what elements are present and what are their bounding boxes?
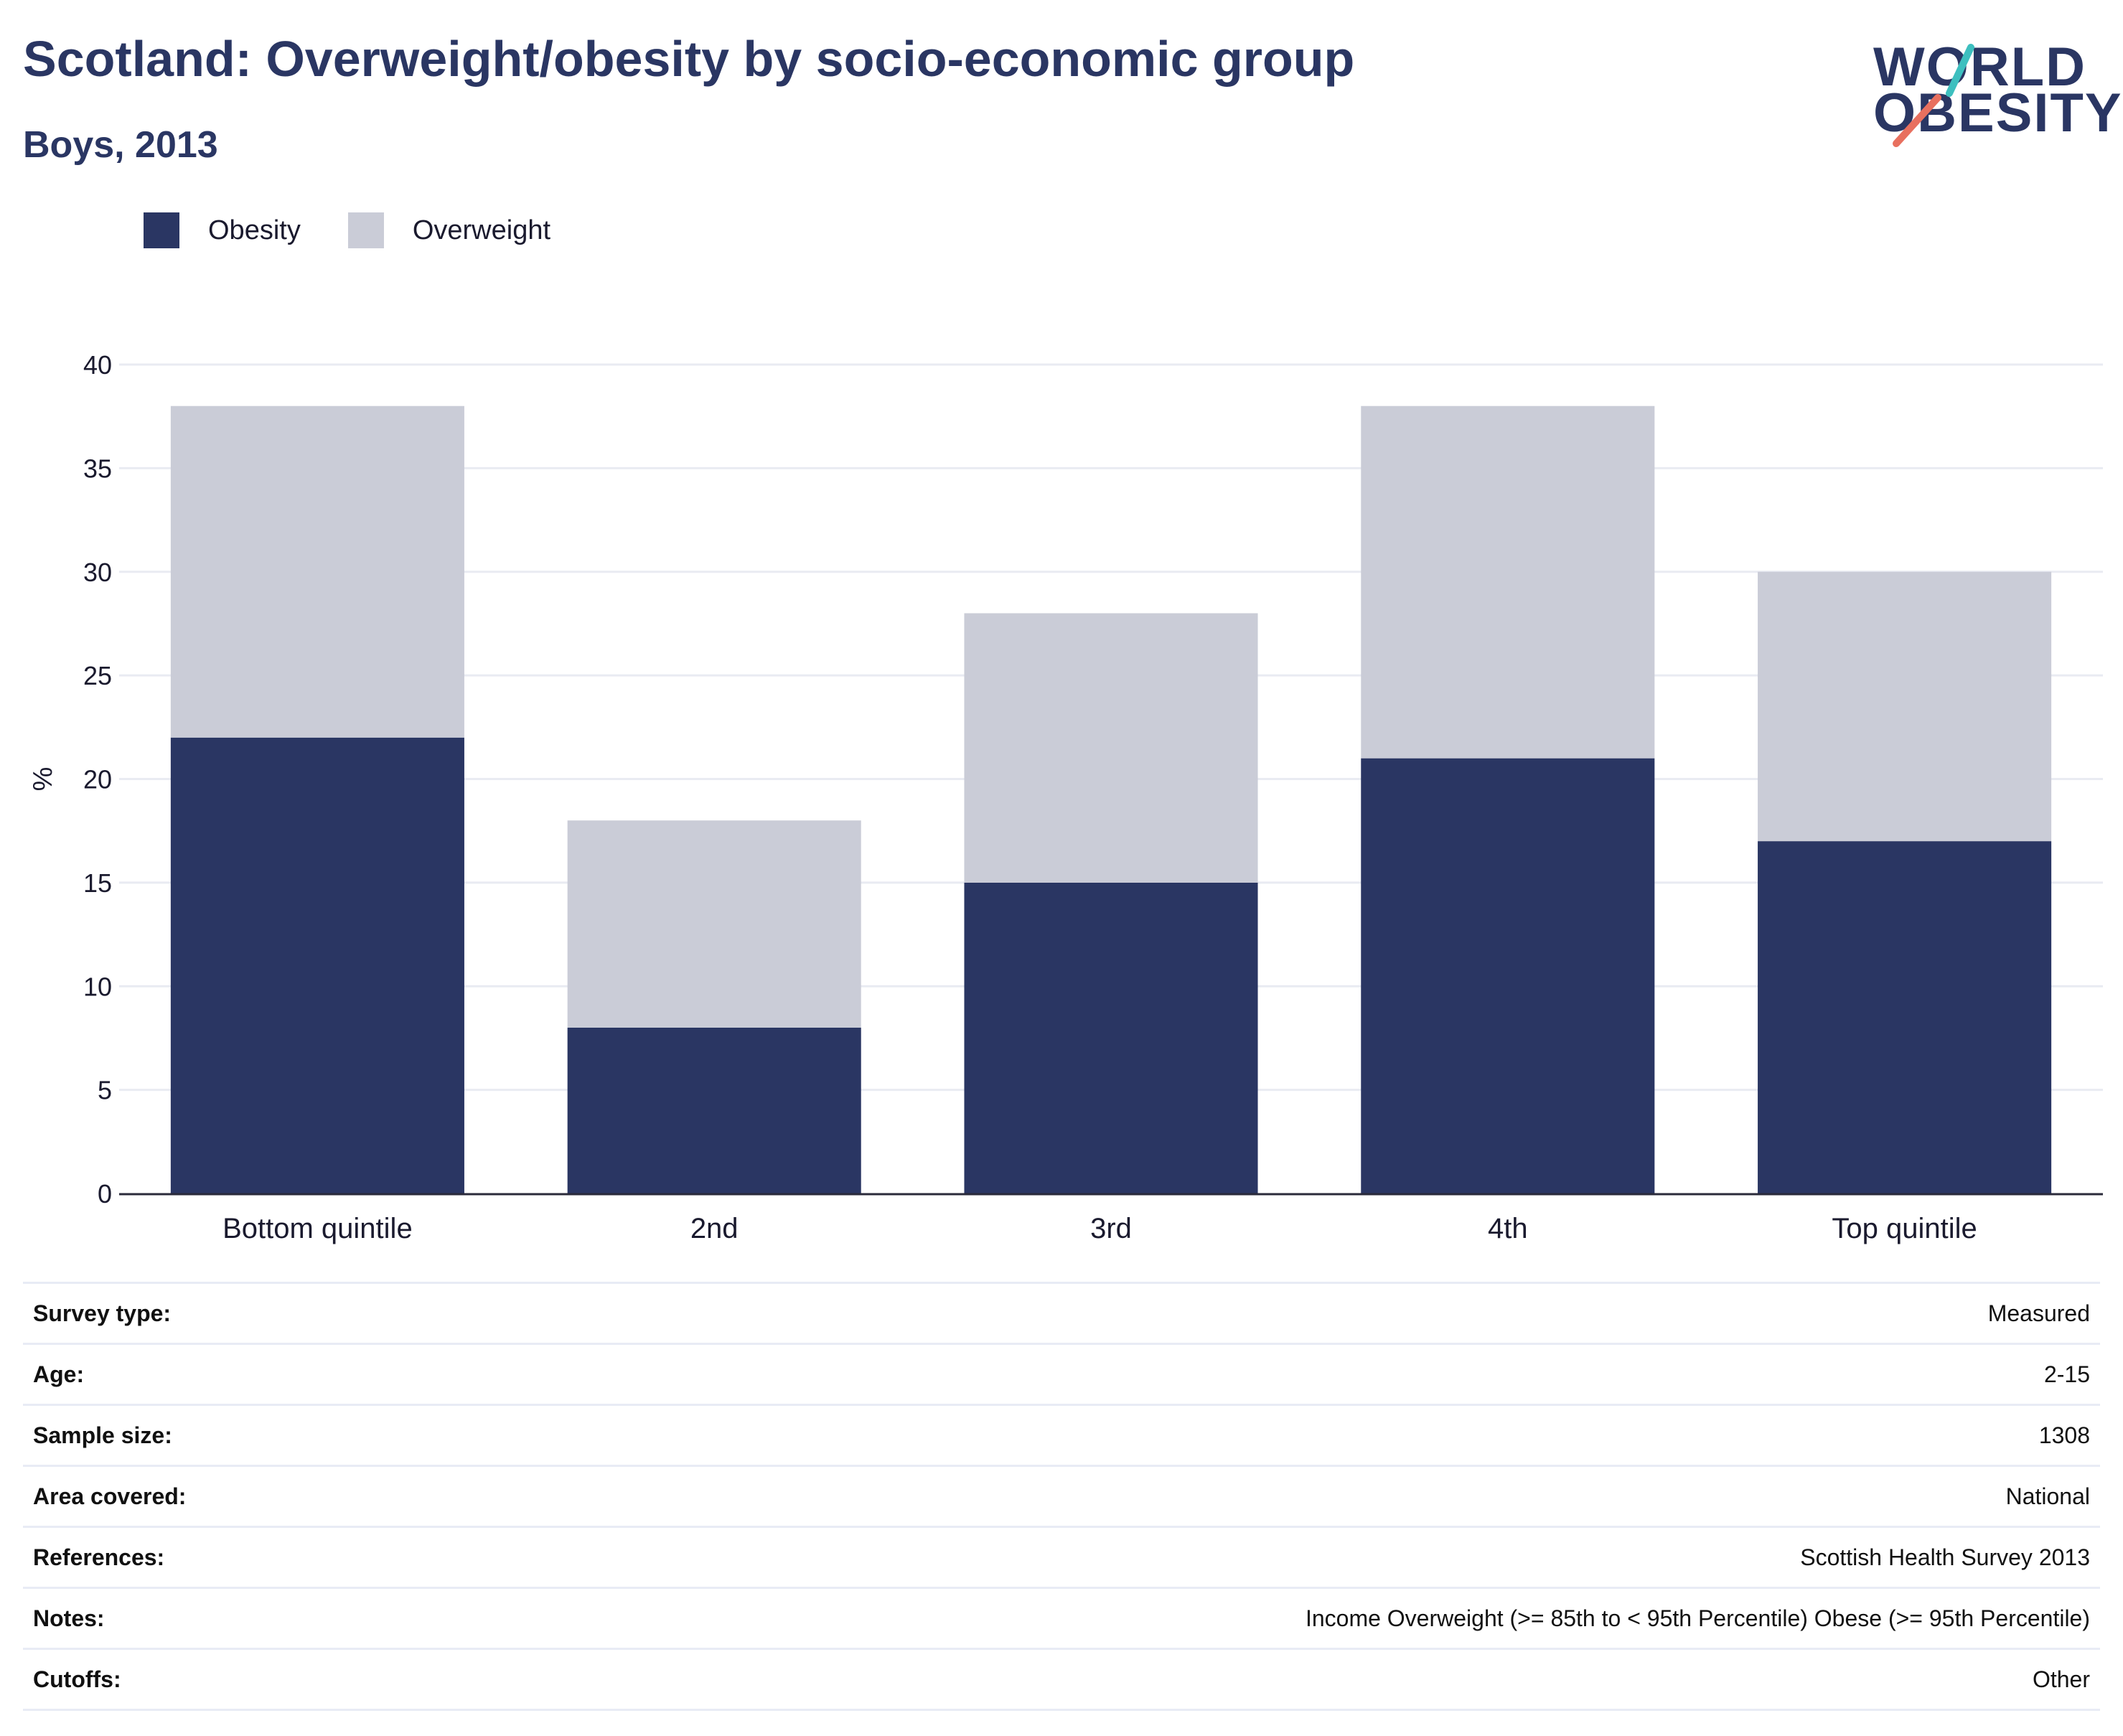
- bar-overweight-5: [1758, 571, 2052, 842]
- chart-subtitle: Boys, 2013: [23, 124, 218, 166]
- meta-value: 1308: [390, 1404, 2100, 1466]
- y-tick-label: 35: [83, 454, 112, 483]
- y-axis-title: %: [28, 767, 58, 792]
- meta-value: Other: [390, 1648, 2100, 1711]
- legend-swatch-overweight: [347, 212, 384, 248]
- y-tick-label: 30: [83, 558, 112, 587]
- legend-item-obesity[interactable]: Obesity: [144, 212, 301, 248]
- stacked-bar-chart: 0 5 10 15 20 25 30 35 40% Bottom quintile 2nd 3rd 4t…: [28, 350, 2103, 1244]
- x-tick-label: 3rd: [1090, 1213, 1132, 1244]
- meta-label: Notes:: [23, 1587, 391, 1649]
- meta-value: 2-15: [390, 1343, 2100, 1405]
- meta-label: References:: [23, 1526, 391, 1588]
- meta-label: Age:: [23, 1343, 391, 1405]
- legend-swatch-obesity: [144, 212, 179, 248]
- meta-label: Survey type:: [23, 1282, 391, 1344]
- meta-label: Cutoffs:: [23, 1648, 391, 1711]
- bar-obesity-4: [1361, 758, 1655, 1193]
- meta-value: Measured: [390, 1282, 2100, 1344]
- meta-label: Sample size:: [23, 1404, 391, 1466]
- meta-value: National: [390, 1465, 2100, 1527]
- survey-metadata-table: Survey type: Measured Age: 2-15 Sample size:…: [23, 1282, 2100, 1711]
- y-tick-label: 15: [83, 868, 112, 898]
- x-tick-label: Bottom quintile: [222, 1213, 413, 1244]
- logo-line-world: WORLD: [1873, 37, 2087, 98]
- meta-row: Notes: Income Overweight (>= 85th to < 95…: [23, 1587, 2100, 1649]
- bar-overweight-3: [964, 613, 1258, 883]
- x-tick-label: Top quintile: [1832, 1213, 1977, 1244]
- bar-obesity-1: [170, 737, 464, 1193]
- meta-row: Cutoffs: Other: [23, 1648, 2100, 1711]
- meta-row: Age: 2-15: [23, 1343, 2100, 1405]
- meta-value: Income Overweight (>= 85th to < 95th Per…: [390, 1587, 2100, 1649]
- bar-overweight-4: [1361, 405, 1655, 759]
- meta-row: References: Scottish Health Survey 2013: [23, 1526, 2100, 1588]
- meta-row: Survey type: Measured: [23, 1282, 2100, 1344]
- y-tick-label: 10: [83, 972, 112, 1001]
- legend-label-overweight: Overweight: [412, 215, 551, 245]
- chart-legend: Obesity Overweight: [144, 212, 598, 248]
- bar-obesity-2: [567, 1028, 861, 1193]
- meta-row: Area covered: National: [23, 1465, 2100, 1527]
- y-tick-label: 20: [83, 765, 112, 794]
- logo-line-obesity: OBESITY: [1873, 83, 2123, 144]
- world-obesity-logo: WORLD OBESITY: [1873, 19, 2122, 155]
- meta-label: Area covered:: [23, 1465, 391, 1527]
- bar-obesity-5: [1758, 841, 2052, 1193]
- logo-slash-icon: [1893, 44, 1974, 147]
- x-tick-label: 2nd: [690, 1213, 739, 1244]
- legend-label-obesity: Obesity: [208, 215, 301, 245]
- y-tick-label: 5: [98, 1076, 112, 1105]
- chart-title: Scotland: Overweight/obesity by socio-ec…: [23, 31, 1355, 87]
- y-tick-label: 0: [98, 1179, 112, 1209]
- meta-row: Sample size: 1308: [23, 1404, 2100, 1466]
- bar-overweight-2: [567, 820, 861, 1028]
- y-tick-label: 25: [83, 661, 112, 690]
- x-tick-label: 4th: [1488, 1213, 1528, 1244]
- bar-overweight-1: [170, 405, 464, 738]
- bar-obesity-3: [964, 882, 1258, 1193]
- y-tick-label: 40: [83, 350, 112, 380]
- meta-value: Scottish Health Survey 2013: [390, 1526, 2100, 1588]
- legend-item-overweight[interactable]: Overweight: [347, 212, 551, 248]
